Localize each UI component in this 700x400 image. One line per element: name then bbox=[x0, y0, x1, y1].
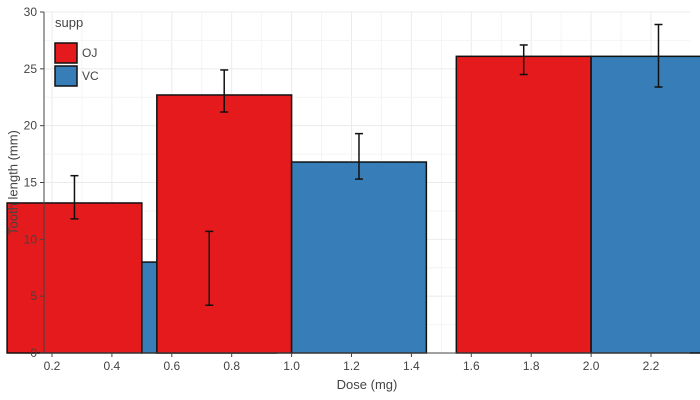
bar-vc bbox=[290, 161, 428, 354]
bar-oj bbox=[455, 55, 592, 354]
legend-label: VC bbox=[82, 69, 99, 83]
legend: supp OJ VC bbox=[54, 15, 99, 87]
x-tick-label: 1.6 bbox=[463, 359, 480, 373]
y-tick-label: 25 bbox=[24, 62, 38, 76]
x-tick-label: 1.0 bbox=[283, 359, 300, 373]
y-axis-title: Tooth length (mm) bbox=[5, 130, 20, 235]
legend-swatch bbox=[54, 65, 78, 87]
y-tick-label: 5 bbox=[30, 289, 37, 303]
x-tick-label: 2.2 bbox=[643, 359, 660, 373]
bar-oj bbox=[6, 202, 143, 354]
error-bar-vc bbox=[654, 23, 663, 88]
x-tick-label: 1.8 bbox=[523, 359, 540, 373]
bar-vc bbox=[590, 55, 700, 354]
error-bar-oj bbox=[220, 69, 229, 113]
y-tick-label: 15 bbox=[24, 176, 38, 190]
bar-oj bbox=[156, 94, 293, 354]
y-tick-label: 10 bbox=[24, 232, 38, 246]
x-tick-label: 0.2 bbox=[44, 359, 61, 373]
y-tick-label: 20 bbox=[24, 119, 38, 133]
legend-item-oj: OJ bbox=[54, 42, 97, 64]
error-bar-oj bbox=[70, 174, 79, 220]
x-tick-label: 1.4 bbox=[403, 359, 420, 373]
legend-title: supp bbox=[55, 15, 83, 30]
tick-labels: 0.2 0.4 0.6 0.8 1.0 1.2 1.4 1.6 1.8 2.0 2.2 0 5 10 15 2… bbox=[24, 5, 660, 373]
error-bars bbox=[70, 23, 663, 307]
y-tick-label: 0 bbox=[30, 346, 37, 360]
error-bar-oj bbox=[519, 44, 528, 76]
legend-swatch bbox=[54, 42, 78, 64]
x-tick-label: 0.4 bbox=[104, 359, 121, 373]
legend-item-vc: VC bbox=[54, 65, 99, 87]
legend-label: OJ bbox=[82, 46, 97, 60]
x-axis-title: Dose (mg) bbox=[337, 377, 398, 392]
error-bar-vc bbox=[205, 230, 214, 307]
x-tick-label: 0.8 bbox=[223, 359, 240, 373]
x-tick-label: 0.6 bbox=[163, 359, 180, 373]
bars bbox=[6, 55, 700, 354]
error-bar-vc bbox=[354, 132, 363, 180]
x-tick-label: 1.2 bbox=[343, 359, 360, 373]
x-tick-label: 2.0 bbox=[583, 359, 600, 373]
y-tick-label: 30 bbox=[24, 5, 38, 19]
